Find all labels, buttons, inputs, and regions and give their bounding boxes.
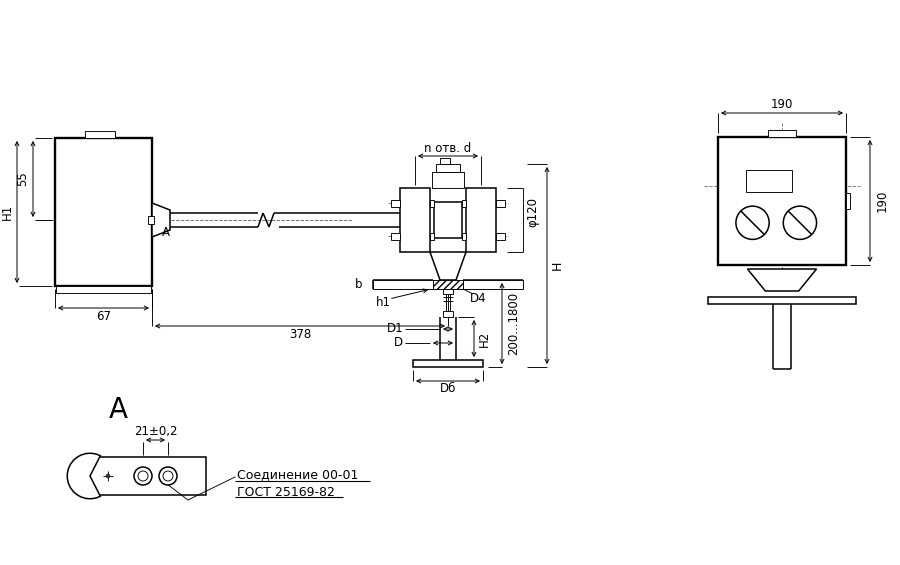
Text: 21±0,2: 21±0,2 bbox=[134, 425, 177, 438]
Circle shape bbox=[159, 467, 177, 485]
Text: Dб: Dб bbox=[440, 383, 456, 396]
Bar bbox=[496, 233, 505, 240]
Bar bbox=[400, 188, 430, 252]
Bar bbox=[391, 200, 400, 207]
Text: H: H bbox=[551, 261, 563, 270]
Text: φ120: φ120 bbox=[526, 197, 539, 227]
Bar bbox=[462, 200, 466, 207]
Text: 200...1800: 200...1800 bbox=[508, 292, 520, 355]
Bar bbox=[432, 172, 464, 188]
Text: H2: H2 bbox=[478, 331, 491, 346]
Bar bbox=[768, 130, 796, 137]
Bar bbox=[391, 233, 400, 240]
Text: D: D bbox=[394, 337, 403, 350]
Text: D1: D1 bbox=[386, 323, 403, 336]
Text: ГОСТ 25169-82: ГОСТ 25169-82 bbox=[237, 486, 335, 499]
Bar bbox=[718, 137, 846, 265]
Circle shape bbox=[163, 471, 173, 481]
Bar bbox=[55, 138, 152, 286]
Bar bbox=[430, 200, 434, 207]
Text: A: A bbox=[162, 225, 170, 238]
Bar bbox=[443, 289, 453, 294]
Text: A: A bbox=[109, 396, 128, 424]
Bar bbox=[746, 170, 792, 192]
Polygon shape bbox=[747, 269, 816, 291]
Polygon shape bbox=[78, 457, 206, 495]
Bar bbox=[56, 286, 151, 293]
Polygon shape bbox=[430, 252, 466, 280]
Circle shape bbox=[138, 471, 148, 481]
Bar bbox=[434, 202, 462, 238]
Text: 190: 190 bbox=[876, 190, 888, 212]
Text: 67: 67 bbox=[96, 310, 111, 323]
Bar bbox=[85, 131, 115, 138]
Bar bbox=[433, 280, 463, 289]
Circle shape bbox=[736, 206, 770, 240]
Text: Соединение 00-01: Соединение 00-01 bbox=[237, 468, 358, 481]
Circle shape bbox=[106, 474, 110, 478]
Bar bbox=[148, 216, 154, 224]
Text: 55: 55 bbox=[16, 172, 30, 186]
Text: 378: 378 bbox=[289, 328, 311, 341]
Polygon shape bbox=[68, 453, 101, 499]
Text: n отв. d: n отв. d bbox=[425, 142, 472, 155]
Circle shape bbox=[783, 206, 816, 240]
Bar bbox=[462, 233, 466, 240]
Bar bbox=[466, 188, 496, 252]
Text: D4: D4 bbox=[470, 293, 486, 306]
Bar bbox=[443, 311, 453, 317]
Text: b: b bbox=[356, 278, 363, 291]
Text: h1: h1 bbox=[375, 297, 391, 310]
Bar bbox=[430, 233, 434, 240]
Bar bbox=[436, 164, 460, 172]
Polygon shape bbox=[152, 203, 170, 237]
Bar bbox=[373, 280, 433, 289]
Bar bbox=[413, 360, 483, 367]
Bar bbox=[463, 280, 523, 289]
Bar bbox=[707, 297, 856, 304]
Bar bbox=[440, 158, 450, 164]
Text: H1: H1 bbox=[1, 204, 13, 220]
Text: 190: 190 bbox=[770, 98, 793, 111]
Bar bbox=[846, 193, 850, 209]
Bar bbox=[496, 200, 505, 207]
Circle shape bbox=[134, 467, 152, 485]
